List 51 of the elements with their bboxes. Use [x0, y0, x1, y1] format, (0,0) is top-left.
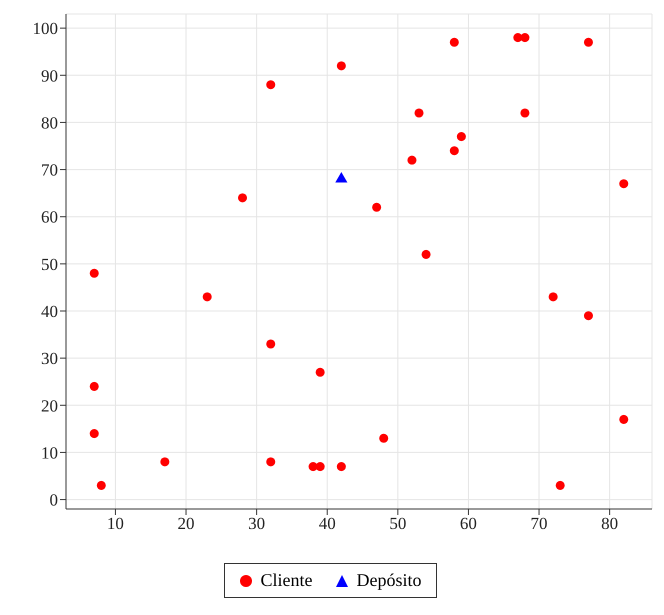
point: [520, 108, 530, 118]
point: [450, 146, 459, 156]
point: [556, 480, 565, 490]
x-tick-label: 60: [460, 514, 477, 534]
x-tick-label: 20: [178, 514, 195, 534]
point: [584, 311, 593, 320]
y-tick-label: 30: [41, 349, 58, 368]
point: [548, 292, 558, 302]
point: [90, 382, 99, 391]
point: [238, 193, 248, 202]
y-tick-label: 50: [41, 254, 58, 274]
point: [379, 434, 388, 443]
legend-label: Cliente: [260, 570, 312, 591]
y-tick-label: 20: [41, 396, 58, 416]
x-tick-label: 50: [389, 514, 406, 534]
point: [414, 108, 424, 118]
point: [619, 179, 628, 188]
y-tick-label: 90: [41, 66, 58, 86]
point: [202, 292, 212, 302]
y-tick-label: 40: [41, 302, 58, 322]
point: [520, 33, 530, 42]
point: [422, 250, 431, 259]
point: [316, 462, 325, 472]
y-tick-label: 60: [41, 208, 58, 227]
point: [450, 38, 459, 47]
x-tick-label: 80: [601, 514, 618, 534]
point: [90, 429, 99, 438]
x-tick-label: 40: [318, 514, 336, 534]
point: [316, 368, 325, 377]
x-tick-label: 30: [248, 514, 266, 534]
point: [266, 80, 276, 90]
point: [619, 414, 628, 424]
point: [407, 156, 416, 165]
point: [372, 202, 382, 212]
point: [456, 132, 466, 142]
y-tick-label: 80: [41, 113, 58, 132]
point: [584, 38, 593, 47]
x-tick-label: 70: [530, 514, 548, 534]
y-tick-label: 70: [41, 160, 58, 180]
y-tick-label: 100: [32, 19, 58, 38]
y-tick-label: 0: [50, 490, 58, 510]
y-tick-label: 10: [41, 443, 58, 462]
point: [266, 339, 276, 349]
legend-label: Depósito: [356, 570, 422, 591]
point: [160, 457, 170, 466]
x-tick-label: 10: [106, 514, 124, 534]
point: [96, 480, 106, 490]
point: [266, 457, 276, 466]
point: [336, 61, 346, 70]
point: [336, 462, 346, 472]
point: [90, 268, 99, 278]
